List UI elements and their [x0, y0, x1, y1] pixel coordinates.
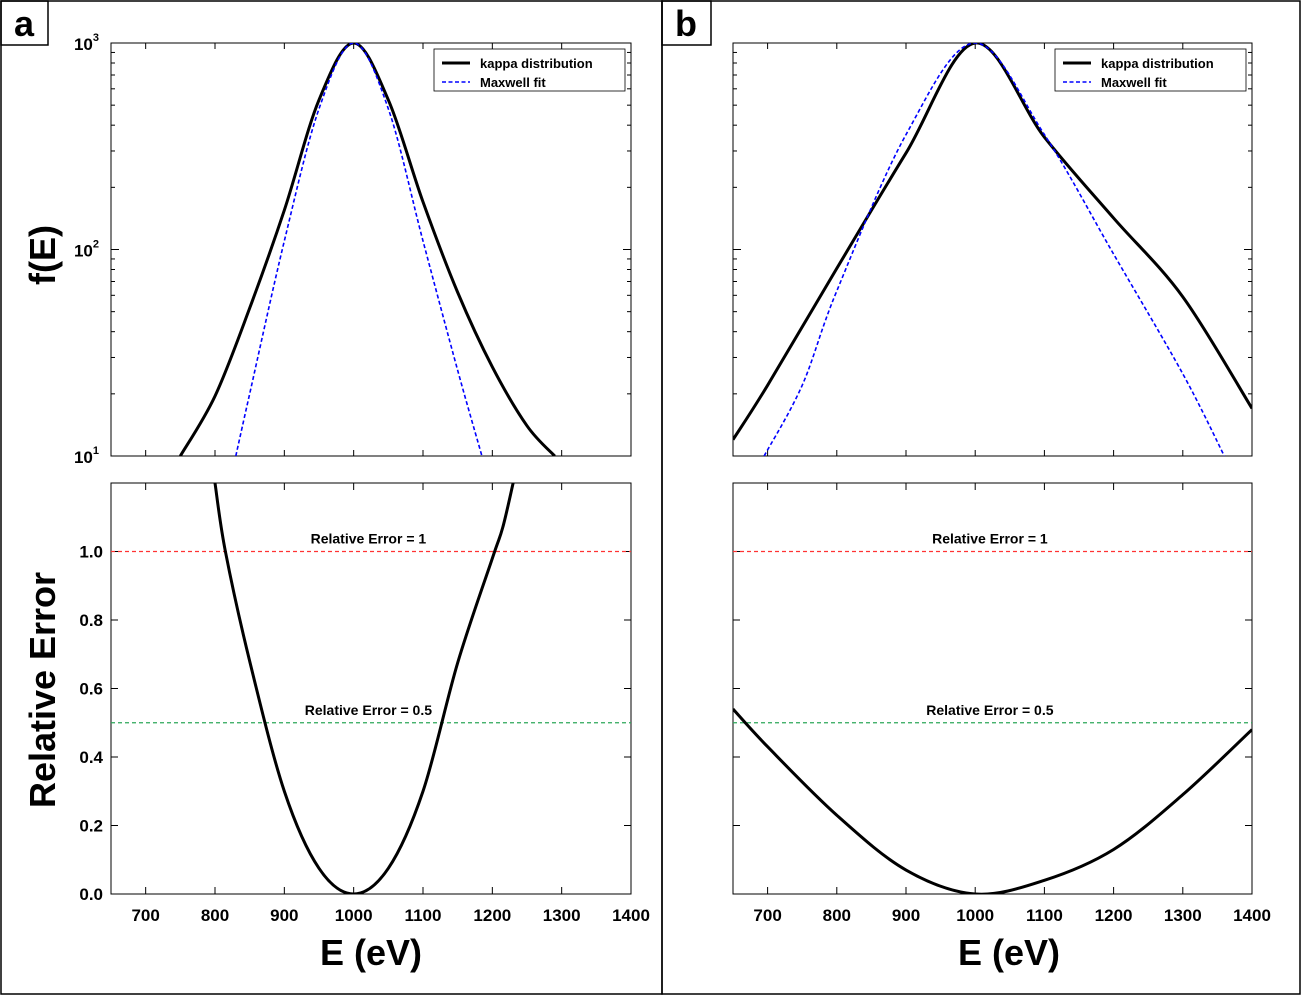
panel-b-top-axes — [732, 42, 1253, 457]
panel-b-bottom-x-tick-label: 1200 — [1095, 906, 1133, 925]
panel-a-top-legend — [433, 48, 626, 92]
panel-a-top-y-tick-label: 103 — [74, 32, 99, 54]
panel-a-top-legend-entry: kappa distribution — [480, 56, 593, 71]
panel-a-bottom-x-tick-label: 1400 — [612, 906, 650, 925]
panel-a-top-series-maxwell-fit-line — [235, 43, 483, 456]
panel-a-bottom-x-tick-label: 1000 — [335, 906, 373, 925]
panel-b-top-legend — [1054, 48, 1247, 92]
panel-a-bottom-y-tick-label: 0.4 — [79, 748, 103, 767]
panel-a-bottom-y-tick-label: 0.8 — [79, 611, 103, 630]
panel-b-bottom-x-tick-label: 700 — [753, 906, 781, 925]
panel-a-bottom-y-tick-label: 0.0 — [79, 885, 103, 904]
panel-b-bottom-x-tick-label: 900 — [892, 906, 920, 925]
y-tick-base: 10 — [74, 35, 93, 54]
panel-a-top-y-tick-label: 101 — [74, 445, 99, 467]
panel-b-top-series-kappa-distribution-line — [733, 43, 1252, 441]
panel-a-bottom-y-tick-label: 0.2 — [79, 817, 103, 836]
panel-b-top-legend-entry: kappa distribution — [1101, 56, 1214, 71]
panel-b-bottom-x-tick-label: 1300 — [1164, 906, 1202, 925]
panel-a-bottom-y-tick-label: 1.0 — [79, 543, 103, 562]
panel-b-top-series-maxwell-fit-line — [763, 43, 1226, 456]
panel-a-top-legend-entry: Maxwell fit — [480, 75, 546, 90]
panel-b-x-axis-label: E (eV) — [958, 932, 1060, 973]
panel-b-bottom-series-relative-error-line — [733, 708, 1252, 894]
panel-a-bottom-y-tick-label: 0.6 — [79, 680, 103, 699]
panel-a-bottom-x-tick-label: 700 — [131, 906, 159, 925]
panel-a-bottom-x-tick-label: 800 — [201, 906, 229, 925]
panel-a-bottom-series-relative-error-line — [213, 483, 515, 894]
y-tick-exponent: 3 — [93, 32, 99, 44]
panel-b-bottom-x-tick-label: 1400 — [1233, 906, 1271, 925]
panel-b-bottom-x-tick-label: 1100 — [1026, 906, 1063, 925]
panel-a-x-axis-label: E (eV) — [320, 932, 422, 973]
panel-a-bottom-x-tick-label: 1300 — [543, 906, 581, 925]
panel-b-bottom-annotation: Relative Error = 0.5 — [926, 702, 1053, 718]
y-tick-base: 10 — [74, 448, 93, 467]
panel-b-bottom-annotation: Relative Error = 1 — [932, 531, 1048, 547]
panel-a-top-axes — [110, 42, 632, 457]
y-tick-exponent: 2 — [93, 239, 99, 251]
panel-a-bottom-x-tick-label: 1100 — [405, 906, 442, 925]
panel-a-bottom-annotation: Relative Error = 1 — [311, 531, 427, 547]
y-tick-exponent: 1 — [93, 445, 99, 457]
y-tick-base: 10 — [74, 242, 93, 261]
panel-a-top-y-tick-label: 102 — [74, 239, 99, 261]
panel-b-top-legend-entry: Maxwell fit — [1101, 75, 1167, 90]
top-y-axis-label: f(E) — [22, 225, 63, 285]
panel-a-bottom-annotation: Relative Error = 0.5 — [305, 702, 432, 718]
panel-b-label: b — [675, 3, 697, 44]
panel-b-frame — [661, 0, 1301, 995]
panel-b-bottom-x-tick-label: 800 — [823, 906, 851, 925]
panel-a-bottom-x-tick-label: 900 — [270, 906, 298, 925]
panel-a-bottom-x-tick-label: 1200 — [473, 906, 511, 925]
panel-b-label-box — [661, 0, 712, 46]
panel-a-label: a — [14, 3, 35, 44]
panel-b-bottom-x-tick-label: 1000 — [956, 906, 994, 925]
bottom-y-axis-label: Relative Error — [22, 572, 63, 808]
panel-a-label-box — [0, 0, 49, 46]
